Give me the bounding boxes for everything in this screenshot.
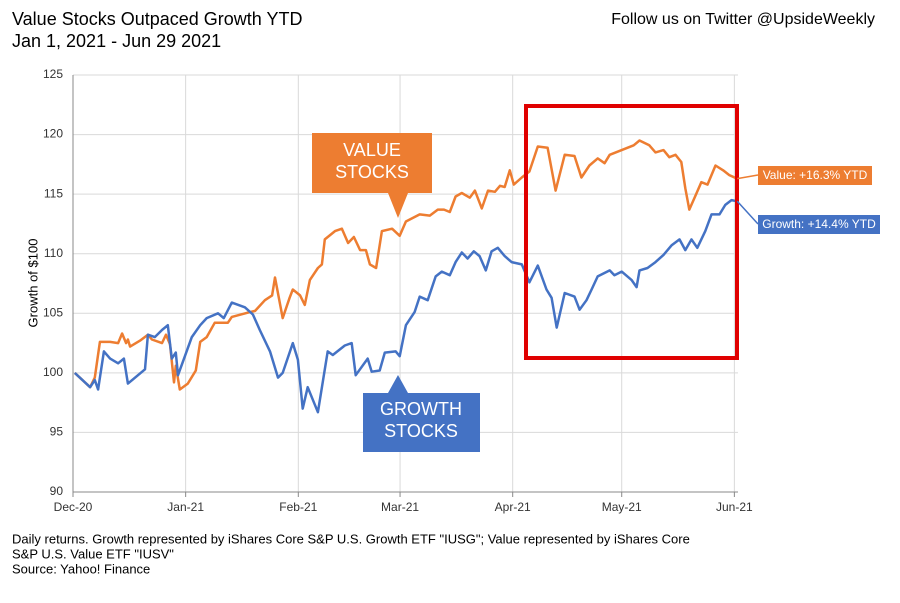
growth-callout [363,375,480,452]
x-tick-label: May-21 [602,500,642,514]
value-callout-text: STOCKS [335,162,409,182]
end-label: Value: +16.3% YTD [763,168,868,182]
chart-title: Value Stocks Outpaced Growth YTD [12,9,302,29]
y-tick-label: 95 [50,425,64,439]
y-tick-label: 110 [44,246,63,260]
end-label-box [758,215,880,234]
y-tick-label: 100 [43,365,63,379]
x-tick-label: Jun-21 [716,500,753,514]
y-tick-label: 125 [43,67,63,81]
y-tick-label: 115 [44,186,63,200]
end-label: Growth: +14.4% YTD [762,217,876,231]
label-connector [737,174,759,180]
y-tick-label: 105 [43,305,63,319]
series-line [73,198,738,414]
y-axis-label: Growth of $100 [25,239,40,328]
x-tick-label: Jan-21 [167,500,204,514]
series-line [73,139,738,391]
growth-callout-text: GROWTH [380,399,462,419]
header-note: Follow us on Twitter @UpsideWeekly [611,11,875,28]
value-callout [312,133,432,218]
x-tick-label: Feb-21 [279,500,317,514]
x-tick-label: Apr-21 [495,500,531,514]
footnote: Daily returns. Growth represented by iSh… [12,531,690,546]
growth-callout-text: STOCKS [384,421,458,441]
end-label-box [758,166,872,185]
footnote: S&P U.S. Value ETF "IUSV" [12,546,174,561]
x-tick-label: Mar-21 [381,500,419,514]
chart-subtitle: Jan 1, 2021 - Jun 29 2021 [12,31,221,51]
label-connector [736,200,759,225]
highlight-box [524,104,739,360]
y-tick-label: 90 [50,484,64,498]
x-tick-label: Dec-20 [54,500,93,514]
y-tick-label: 120 [43,127,63,141]
footnote: Source: Yahoo! Finance [12,561,150,576]
value-callout-text: VALUE [343,140,401,160]
